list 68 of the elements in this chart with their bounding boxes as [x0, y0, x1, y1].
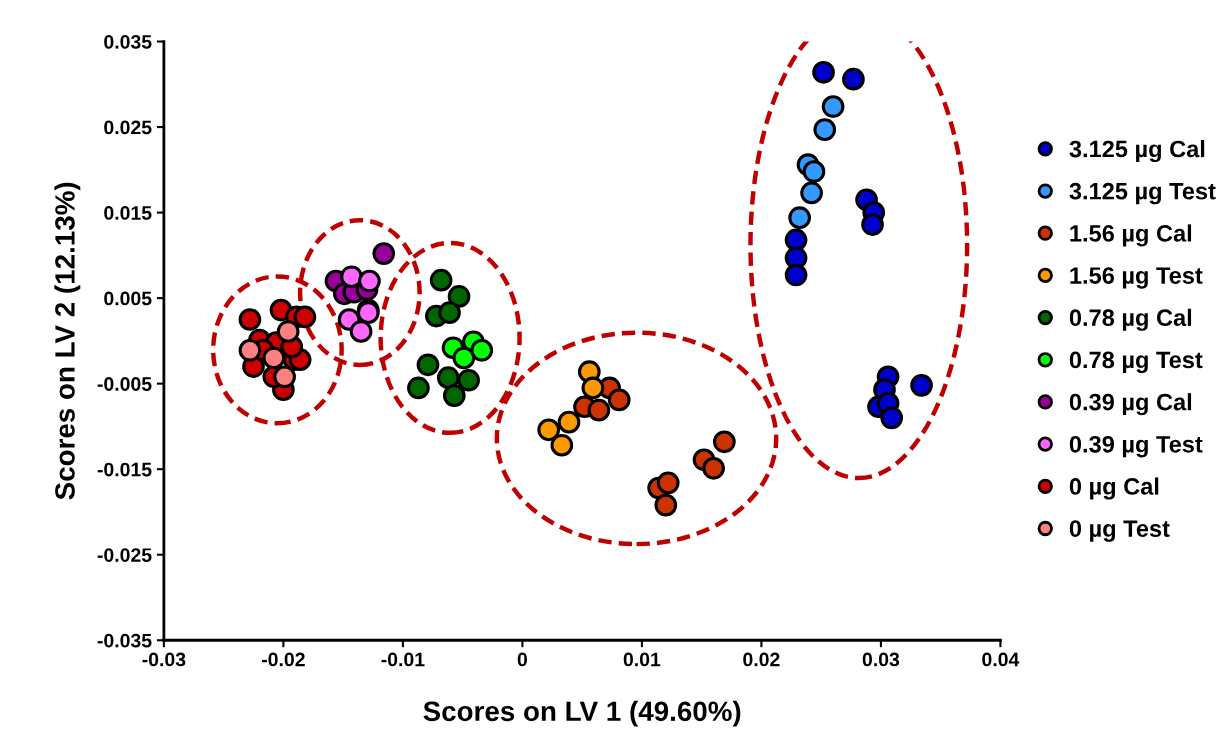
- x-tick-label: -0.03: [142, 652, 186, 667]
- point: [276, 320, 300, 343]
- y-tick-label: 0.025: [104, 120, 152, 135]
- legend-label: 0.78 µg Cal: [1069, 308, 1192, 331]
- point: [880, 406, 904, 430]
- point: [654, 493, 678, 517]
- point: [262, 346, 286, 370]
- point: [447, 285, 471, 308]
- y-tick-label: -0.025: [97, 548, 152, 562]
- point: [702, 456, 725, 480]
- point: [416, 353, 440, 377]
- point: [607, 388, 631, 412]
- legend-label: 0.78 µg Test: [1069, 351, 1203, 374]
- x-tick-label: 0.02: [743, 652, 780, 667]
- legend-label: 3.125 µg Cal: [1069, 140, 1205, 163]
- x-tick-label: 0.01: [623, 652, 661, 667]
- point: [273, 365, 296, 389]
- legend-label: 0.39 µg Cal: [1069, 393, 1192, 416]
- point: [429, 268, 453, 292]
- legend-label: 0 µg Test: [1069, 520, 1170, 542]
- point: [438, 301, 461, 325]
- x-axis-title: Scores on LV 1 (49.60%): [423, 700, 741, 727]
- point: [407, 376, 430, 400]
- point: [442, 384, 466, 407]
- point: [372, 242, 396, 265]
- point: [813, 118, 837, 141]
- point: [842, 67, 865, 91]
- point: [550, 433, 574, 457]
- point: [656, 471, 680, 495]
- y-tick-label: -0.015: [97, 462, 152, 477]
- point: [784, 263, 808, 287]
- y-tick-label: 0.035: [104, 34, 152, 49]
- y-tick-label: 0.005: [104, 291, 152, 306]
- y-tick-label: -0.005: [97, 377, 152, 391]
- y-axis-title: Scores on LV 2 (12.13%): [54, 182, 81, 500]
- point: [800, 181, 823, 205]
- legend-label: 0 µg Cal: [1069, 477, 1159, 500]
- x-tick-label: 0: [517, 652, 528, 667]
- point: [788, 206, 811, 230]
- point: [713, 430, 736, 454]
- point: [537, 418, 561, 442]
- point: [293, 305, 317, 329]
- point: [581, 376, 605, 400]
- point: [910, 374, 933, 397]
- point: [802, 160, 826, 183]
- x-tick-label: -0.02: [261, 652, 305, 667]
- point: [470, 338, 494, 362]
- point: [340, 265, 363, 289]
- point: [861, 213, 884, 236]
- point: [349, 320, 373, 343]
- x-tick-label: 0.04: [982, 652, 1020, 667]
- point: [457, 368, 480, 392]
- point: [557, 410, 581, 434]
- legend-label: 1.56 µg Test: [1070, 267, 1203, 289]
- point: [821, 95, 845, 118]
- point: [587, 398, 611, 422]
- point: [452, 346, 476, 370]
- point: [238, 338, 262, 362]
- x-tick-label: -0.01: [381, 652, 425, 667]
- point: [238, 308, 262, 331]
- legend-label: 3.125 µg Test: [1069, 182, 1216, 205]
- point: [358, 269, 381, 293]
- legend-label: 1.56 µg Cal: [1070, 224, 1192, 247]
- x-tick-label: 0.03: [862, 652, 900, 667]
- point: [812, 60, 835, 84]
- legend-label: 0.39 µg Test: [1069, 435, 1203, 458]
- y-tick-label: 0.015: [104, 206, 152, 220]
- y-tick-label: -0.035: [97, 633, 152, 648]
